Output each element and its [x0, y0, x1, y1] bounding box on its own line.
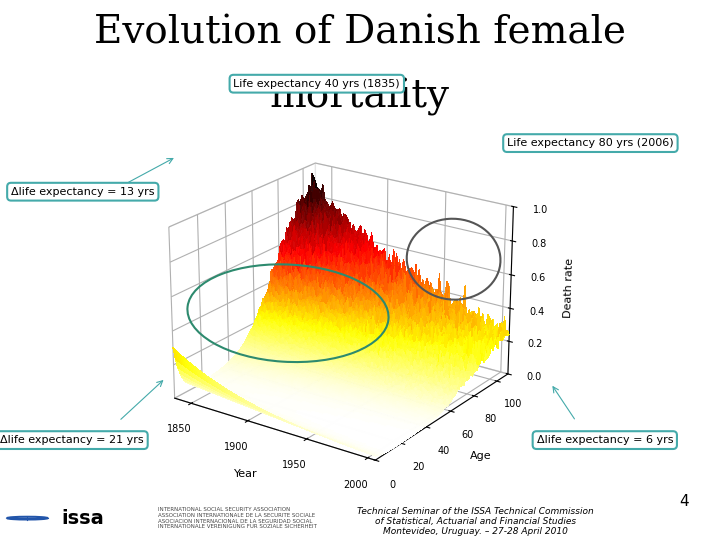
Text: mortality: mortality: [270, 78, 450, 117]
Text: Δlife expectancy = 13 yrs: Δlife expectancy = 13 yrs: [11, 187, 155, 197]
Text: INTERNATIONAL SOCIAL SECURITY ASSOCIATION
ASSOCIATION INTERNATIONALE DE LA SECUR: INTERNATIONAL SOCIAL SECURITY ASSOCIATIO…: [158, 507, 318, 529]
Text: Δlife expectancy = 21 yrs: Δlife expectancy = 21 yrs: [0, 435, 144, 445]
Text: 4: 4: [679, 494, 689, 509]
Text: issa: issa: [61, 509, 104, 528]
Text: Δlife expectancy = 6 yrs: Δlife expectancy = 6 yrs: [536, 435, 673, 445]
X-axis label: Year: Year: [233, 469, 257, 479]
Text: Evolution of Danish female: Evolution of Danish female: [94, 15, 626, 52]
Text: Technical Seminar of the ISSA Technical Commission
of Statistical, Actuarial and: Technical Seminar of the ISSA Technical …: [357, 507, 593, 536]
Text: Life expectancy 40 yrs (1835): Life expectancy 40 yrs (1835): [233, 79, 400, 89]
Text: Life expectancy 80 yrs (2006): Life expectancy 80 yrs (2006): [507, 138, 674, 148]
Y-axis label: Age: Age: [470, 450, 492, 461]
